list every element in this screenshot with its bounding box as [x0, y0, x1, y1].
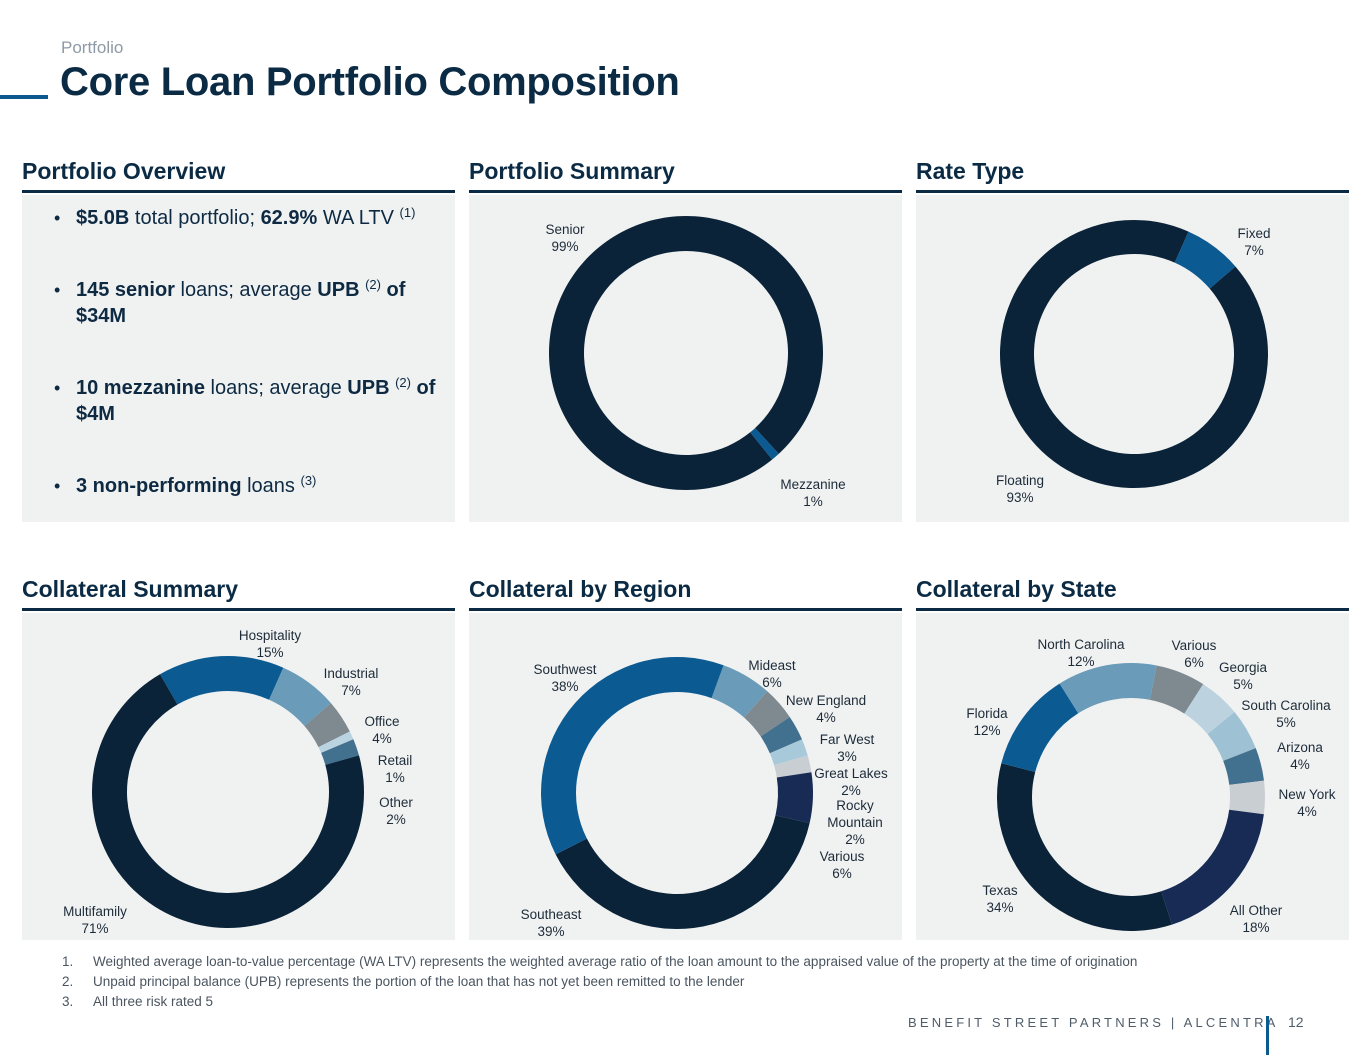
collateral-by-region-donut: Mideast 6%New England 4% Far West 3%Great La… — [521, 656, 888, 939]
rate-type-slice-fixed — [1174, 231, 1236, 289]
collateral-by-state-donut: Various 6% Georgia 5% South Carolina 5% Arizon… — [966, 637, 1335, 935]
region-title: Collateral by Region — [469, 576, 692, 602]
collateral-by-state-label-new-york: New York 4% — [1278, 787, 1335, 819]
rate-type-title: Rate Type — [916, 158, 1025, 184]
collateral-by-state-slice-new-york — [1229, 780, 1265, 815]
collateral-summary-label-industrial: Industrial 7% — [324, 666, 379, 698]
collateral-rule — [22, 608, 455, 611]
collateral-by-state-slice-texas — [996, 763, 1172, 931]
footnote-1: 1. Weighted average loan-to-value percent… — [62, 954, 1138, 969]
collateral-summary-label-multifamily: Multifamily 71% — [63, 904, 127, 936]
portfolio-summary-donut: Senior 99% Mezzanine 1% — [545, 216, 846, 509]
page-title: Core Loan Portfolio Composition — [60, 60, 680, 104]
collateral-by-region-label-far-west: Far West 3% — [820, 732, 875, 764]
portfolio-summary-slice-senior — [549, 216, 824, 491]
collateral-summary-slice-industrial — [269, 667, 331, 727]
page-number: 12 — [1288, 1014, 1304, 1030]
overview-title: Portfolio Overview — [22, 158, 226, 184]
collateral-by-region-label-rocky-mountain: Rocky Mountain 2% — [827, 798, 883, 847]
collateral-by-region-slice-far-west — [760, 716, 803, 754]
portfolio-summary-label-senior: Senior 99% — [545, 222, 585, 254]
overview-panel: $5.0B total portfolio; 62.9% WA LTV (1) … — [22, 195, 455, 522]
collateral-by-state-label-various: Various 6% — [1172, 638, 1217, 670]
collateral-by-region-slice-new-england — [744, 691, 790, 737]
collateral-summary-slice-hospitality — [160, 656, 284, 705]
collateral-by-region-slice-rocky-mountain — [774, 755, 812, 778]
collateral-by-state-label-arizona: Arizona 4% — [1277, 740, 1323, 772]
collateral-by-state-slice-various — [1149, 665, 1204, 714]
collateral-by-state-label-north-carolina: North Carolina 12% — [1037, 637, 1125, 669]
collateral-summary-label-hospitality: Hospitality 15% — [239, 628, 302, 660]
collateral-summary-label-retail: Retail 1% — [378, 753, 413, 785]
collateral-by-region-slice-southwest — [541, 656, 724, 855]
collateral-by-region-label-southeast: Southeast 39% — [521, 907, 582, 939]
collateral-summary-slice-retail — [318, 731, 354, 753]
collateral-summary-label-office: Office 4% — [364, 714, 399, 746]
collateral-by-region-label-southwest: Southwest 38% — [533, 662, 596, 694]
collateral-by-state-slice-florida — [1001, 683, 1079, 773]
rate-type-rule — [916, 190, 1349, 193]
collateral-summary-label-other: Other 2% — [379, 795, 413, 827]
collateral-by-region-slice-various — [775, 772, 813, 824]
collateral-by-region-label-mideast: Mideast 6% — [748, 658, 796, 690]
collateral-by-state-label-south-carolina: South Carolina 5% — [1241, 698, 1331, 730]
rate-type-label-floating: Floating 93% — [996, 473, 1044, 505]
collateral-by-state-slice-north-carolina — [1059, 662, 1157, 714]
overview-rule — [22, 190, 455, 193]
collateral-by-region-slice-great-lakes — [769, 739, 808, 766]
overview-bullet-nonperforming: 3 non-performing loans (3) — [52, 473, 452, 499]
footnote-3: 3. All three risk rated 5 — [62, 994, 214, 1009]
collateral-by-region-label-various: Various 6% — [820, 849, 865, 881]
section-kicker: Portfolio — [61, 38, 124, 57]
portfolio-summary-slice-mezzanine — [750, 428, 779, 460]
portfolio-summary-label-mezzanine: Mezzanine 1% — [780, 477, 845, 509]
collateral-by-region-slice-southeast — [555, 815, 810, 929]
collateral-by-state-slice-georgia — [1184, 684, 1235, 735]
state-rule — [916, 608, 1349, 611]
collateral-by-region-label-great-lakes: Great Lakes 2% — [814, 766, 888, 798]
collateral-by-state-label-texas: Texas 34% — [982, 883, 1018, 915]
overview-bullet-mezzanine: 10 mezzanine loans; average UPB (2) of $… — [52, 375, 452, 427]
footnotes: 1. Weighted average loan-to-value percent… — [62, 953, 1137, 1013]
collateral-by-state-label-florida: Florida 12% — [966, 706, 1008, 738]
overview-bullet-portfolio: $5.0B total portfolio; 62.9% WA LTV (1) — [52, 205, 452, 231]
overview-list: $5.0B total portfolio; 62.9% WA LTV (1) … — [52, 205, 452, 545]
collateral-by-region-slice-mideast — [711, 665, 768, 718]
collateral-summary-slice-other — [321, 739, 359, 765]
rate-type-label-fixed: Fixed 7% — [1237, 226, 1270, 258]
collateral-by-state-label-all-other: All Other 18% — [1230, 903, 1283, 935]
collateral-by-state-slice-all-other — [1161, 809, 1264, 925]
accent-line — [0, 95, 48, 99]
collateral-by-state-label-georgia: Georgia 5% — [1219, 660, 1268, 692]
footnote-2: 2. Unpaid principal balance (UPB) represe… — [62, 974, 745, 989]
collateral-summary-slice-office — [304, 703, 350, 748]
state-title: Collateral by State — [916, 576, 1117, 602]
collateral-by-state-slice-arizona — [1223, 748, 1265, 785]
collateral-by-state-slice-south-carolina — [1207, 711, 1256, 761]
collateral-summary-donut: Hospitality 15% Industrial 7% Office 4% Retail… — [63, 628, 413, 936]
collateral-by-region-label-new-england: New England 4% — [786, 693, 866, 725]
region-rule — [469, 608, 902, 611]
rate-type-donut: Fixed 7% Floating 93% — [996, 220, 1271, 505]
overview-bullet-senior: 145 senior loans; average UPB (2) of $34… — [52, 277, 452, 329]
brand-footer: BENEFIT STREET PARTNERS | ALCENTRA — [908, 1015, 1279, 1030]
collateral-title: Collateral Summary — [22, 576, 239, 602]
summary-title: Portfolio Summary — [469, 158, 675, 184]
brand-bar — [1266, 1016, 1269, 1055]
summary-rule — [469, 190, 902, 193]
